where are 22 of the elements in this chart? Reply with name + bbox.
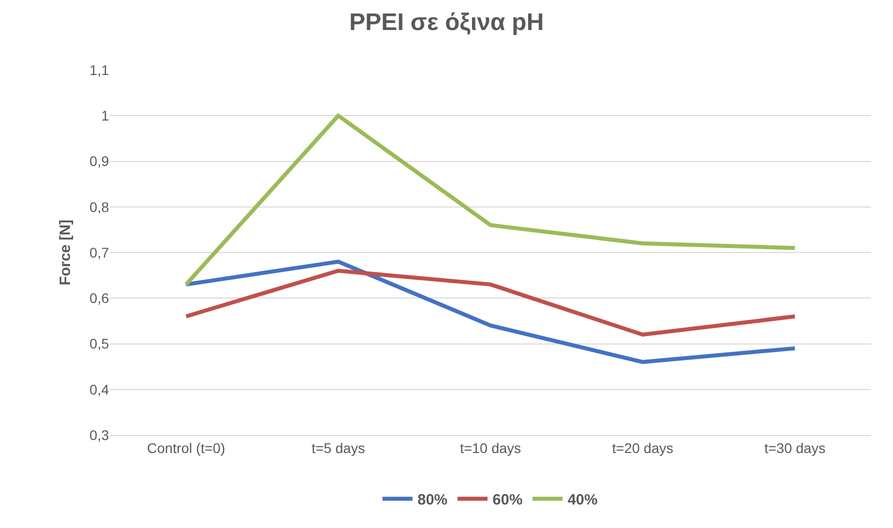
line-series [184,260,797,364]
legend-label: 80% [418,492,448,509]
y-tick-label: 0,6 [90,290,110,306]
line-series [184,268,797,337]
y-tick-label: 0,9 [90,153,110,170]
x-tick-label: t=10 days [460,440,522,456]
line-series [184,114,797,286]
y-tick-label: 0,8 [90,198,110,215]
y-tick-label: 0,4 [90,381,110,398]
legend-label: 60% [492,492,523,509]
x-tick-label: Control (t=0) [147,440,226,456]
legend-label: 40% [568,492,598,509]
y-tick-label: 0,5 [90,336,110,352]
x-tick-label: t=5 days [312,440,365,456]
y-tick-label: 0,3 [90,426,110,443]
x-tick-label: t=30 days [764,440,826,456]
chart-title: PPEI σε όξινα pH [349,9,544,36]
y-tick-label: 0,7 [90,244,110,260]
y-tick-label: 1,1 [90,62,110,78]
x-tick-label: t=20 days [612,440,674,456]
y-tick-label: 1 [101,108,110,124]
y-axis-title: Force [N] [57,220,74,286]
